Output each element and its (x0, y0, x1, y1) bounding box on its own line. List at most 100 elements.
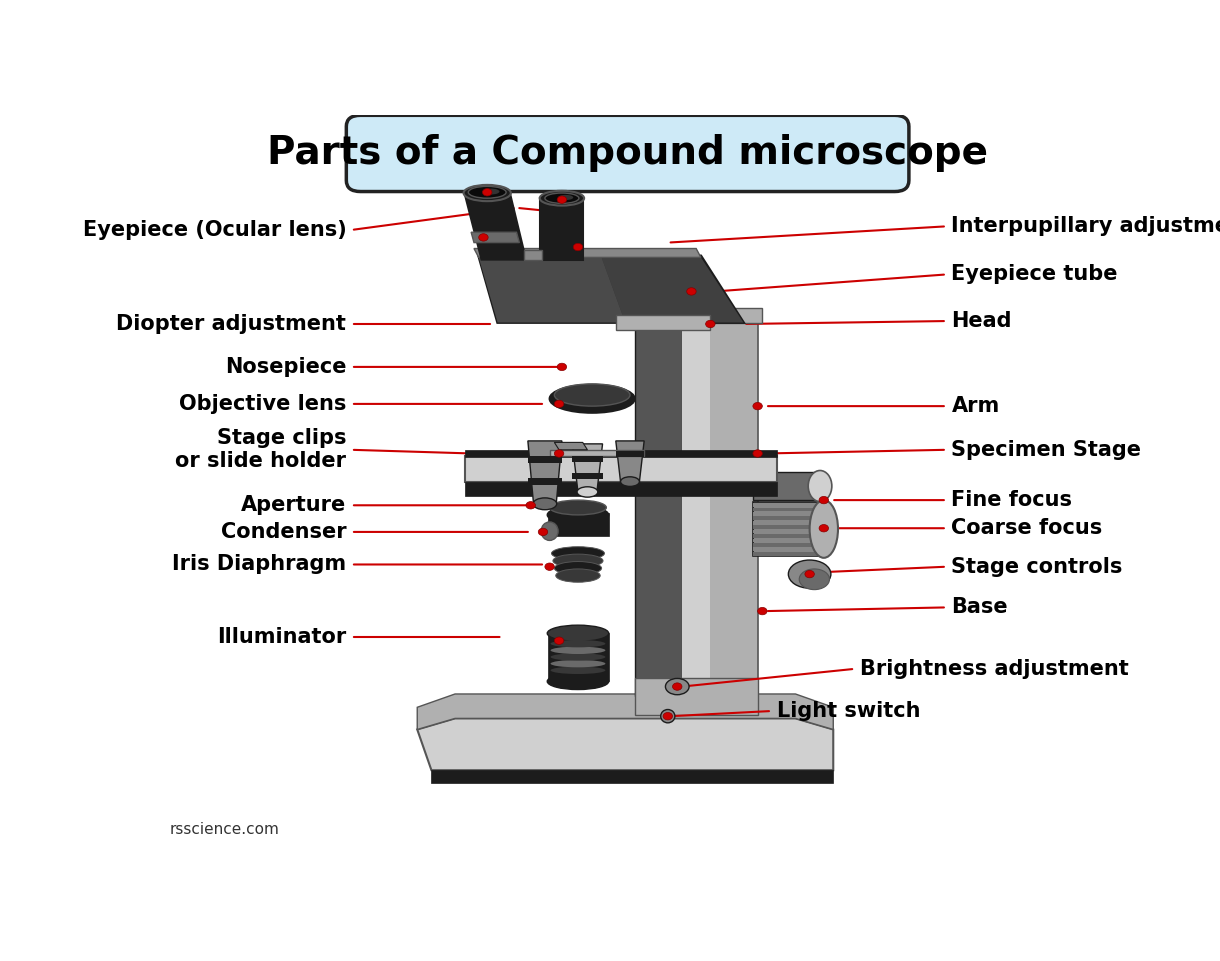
Bar (616, 451, 644, 457)
Bar (753, 526, 824, 529)
Circle shape (558, 196, 566, 204)
Ellipse shape (810, 500, 838, 557)
Circle shape (545, 563, 554, 571)
Polygon shape (478, 256, 743, 323)
Text: Specimen Stage: Specimen Stage (952, 440, 1142, 459)
Polygon shape (417, 694, 833, 729)
Polygon shape (471, 233, 520, 242)
Circle shape (819, 497, 828, 504)
Ellipse shape (554, 561, 601, 575)
Polygon shape (525, 250, 542, 259)
Ellipse shape (799, 569, 830, 590)
Polygon shape (682, 319, 758, 696)
Polygon shape (625, 308, 762, 323)
Text: Fine focus: Fine focus (952, 490, 1072, 510)
Text: Eyepiece tube: Eyepiece tube (952, 264, 1118, 284)
Bar (548, 633, 609, 681)
Circle shape (664, 712, 672, 720)
Circle shape (753, 450, 762, 457)
Ellipse shape (621, 477, 639, 486)
Polygon shape (473, 249, 700, 258)
Ellipse shape (548, 626, 609, 641)
Polygon shape (465, 481, 776, 497)
Ellipse shape (550, 647, 605, 654)
Text: Eyepiece (Ocular lens): Eyepiece (Ocular lens) (83, 220, 346, 240)
Text: Aperture: Aperture (242, 495, 346, 515)
Circle shape (573, 243, 583, 251)
Text: rsscience.com: rsscience.com (170, 822, 279, 837)
Circle shape (482, 188, 492, 196)
Ellipse shape (550, 653, 605, 660)
Polygon shape (417, 719, 833, 770)
Circle shape (819, 525, 828, 532)
Circle shape (554, 450, 564, 457)
Circle shape (758, 607, 767, 615)
Bar (528, 456, 562, 463)
Bar (753, 548, 824, 552)
Polygon shape (634, 319, 682, 696)
Polygon shape (465, 450, 776, 457)
Bar (753, 538, 824, 542)
Ellipse shape (550, 660, 605, 667)
Polygon shape (634, 678, 758, 715)
Circle shape (672, 683, 682, 690)
Polygon shape (616, 315, 710, 330)
Ellipse shape (788, 560, 831, 588)
Ellipse shape (548, 505, 609, 524)
Bar (753, 521, 824, 525)
Circle shape (526, 502, 536, 509)
Polygon shape (554, 442, 588, 450)
Polygon shape (478, 258, 625, 323)
Bar (753, 543, 824, 547)
Ellipse shape (548, 674, 609, 690)
Circle shape (478, 234, 488, 241)
Bar (548, 513, 609, 535)
Bar (753, 534, 824, 538)
Ellipse shape (553, 554, 603, 567)
Ellipse shape (577, 487, 598, 497)
Polygon shape (432, 770, 833, 783)
Circle shape (538, 529, 548, 535)
Ellipse shape (539, 191, 584, 206)
Ellipse shape (482, 188, 499, 194)
Circle shape (558, 363, 566, 371)
Ellipse shape (808, 471, 832, 502)
Polygon shape (465, 456, 776, 481)
Text: Iris Diaphragm: Iris Diaphragm (172, 554, 346, 575)
FancyBboxPatch shape (346, 115, 909, 191)
Ellipse shape (558, 195, 573, 200)
Text: Coarse focus: Coarse focus (952, 518, 1103, 538)
Polygon shape (682, 319, 710, 696)
Bar (753, 530, 824, 533)
Ellipse shape (556, 569, 600, 582)
Ellipse shape (550, 667, 605, 674)
Polygon shape (572, 444, 603, 492)
Ellipse shape (542, 522, 558, 540)
Circle shape (554, 400, 564, 407)
Circle shape (554, 637, 564, 645)
Text: Illuminator: Illuminator (217, 627, 346, 647)
Text: Diopter adjustment: Diopter adjustment (116, 314, 346, 334)
Ellipse shape (464, 185, 511, 201)
Bar (572, 456, 603, 462)
Circle shape (753, 403, 762, 409)
Circle shape (805, 571, 814, 578)
Text: Arm: Arm (952, 396, 999, 416)
Text: Light switch: Light switch (776, 701, 920, 721)
Ellipse shape (533, 498, 556, 509)
Circle shape (705, 320, 715, 328)
Bar (753, 552, 824, 555)
Text: Head: Head (952, 311, 1011, 331)
Ellipse shape (551, 547, 604, 560)
Bar (753, 503, 824, 506)
Ellipse shape (545, 193, 580, 204)
Text: Brightness adjustment: Brightness adjustment (860, 659, 1128, 678)
Ellipse shape (665, 678, 689, 695)
Bar (753, 507, 824, 511)
Bar (753, 516, 824, 520)
Text: Objective lens: Objective lens (179, 394, 346, 414)
Ellipse shape (661, 709, 675, 723)
Text: Interpupillary adjustment: Interpupillary adjustment (952, 216, 1220, 236)
Bar (753, 503, 824, 555)
Ellipse shape (554, 384, 630, 407)
